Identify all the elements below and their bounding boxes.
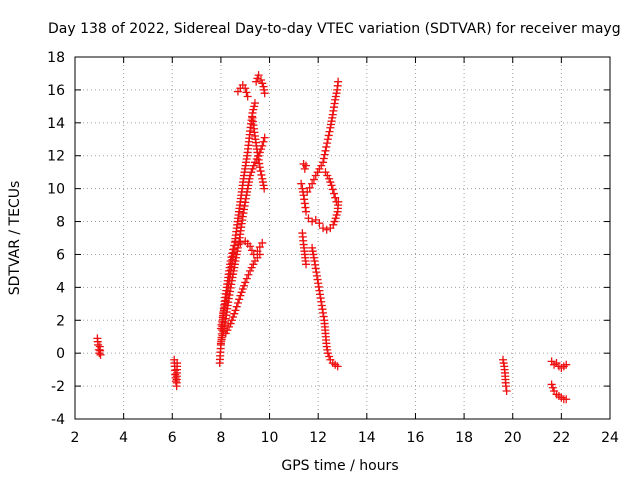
x-tick-label: 20 — [504, 430, 522, 446]
data-point — [319, 224, 328, 233]
data-point — [322, 225, 331, 234]
data-point — [173, 359, 182, 368]
chart-title: Day 138 of 2022, Sidereal Day-to-day VTE… — [48, 21, 621, 37]
data-point — [333, 362, 342, 371]
x-tick-label: 22 — [552, 430, 570, 446]
data-point — [255, 250, 264, 259]
data-point — [242, 274, 251, 283]
y-tick-label: -4 — [51, 412, 65, 428]
data-point — [302, 207, 311, 216]
data-point — [254, 71, 263, 80]
data-point — [502, 387, 511, 396]
y-tick-label: 16 — [47, 83, 65, 99]
data-point — [94, 340, 103, 349]
data-points — [93, 71, 571, 404]
y-tick-label: 6 — [56, 247, 65, 263]
data-point — [302, 161, 311, 170]
data-point — [297, 179, 306, 188]
data-point — [334, 77, 343, 86]
data-point — [328, 185, 337, 194]
data-point — [255, 163, 264, 172]
data-point — [324, 131, 333, 140]
data-point — [255, 243, 264, 252]
x-tick-label: 4 — [119, 430, 128, 446]
x-tick-label: 24 — [601, 430, 619, 446]
x-tick-label: 16 — [407, 430, 425, 446]
data-point — [260, 89, 269, 98]
data-point — [319, 158, 328, 167]
data-point — [259, 137, 268, 146]
data-point — [305, 183, 314, 192]
data-point — [260, 184, 269, 193]
data-point — [236, 238, 245, 247]
data-point — [321, 146, 330, 155]
data-point — [232, 302, 241, 311]
y-axis-label: SDTVAR / TECUs — [7, 181, 23, 296]
data-point — [260, 133, 269, 142]
data-point — [244, 270, 253, 279]
y-tick-label: 14 — [47, 116, 65, 132]
data-point — [308, 179, 317, 188]
data-point — [242, 88, 251, 97]
data-point — [331, 193, 340, 202]
y-tick-label: 18 — [47, 50, 65, 66]
data-point — [241, 278, 250, 287]
data-point — [250, 99, 259, 108]
x-tick-label: 18 — [455, 430, 473, 446]
data-point — [302, 260, 311, 269]
x-tick-label: 2 — [71, 430, 80, 446]
data-point — [562, 395, 571, 404]
data-point — [562, 360, 571, 369]
data-point — [323, 139, 332, 148]
data-point — [257, 170, 266, 179]
y-tick-label: 2 — [56, 313, 65, 329]
data-point — [233, 298, 242, 307]
x-tick-label: 10 — [261, 430, 279, 446]
x-tick-label: 14 — [358, 430, 376, 446]
data-point — [231, 306, 240, 315]
data-point — [258, 141, 267, 150]
data-point — [308, 217, 317, 226]
data-point — [246, 242, 255, 251]
y-tick-label: 0 — [56, 346, 65, 362]
y-tick-label: 12 — [47, 149, 65, 165]
data-point — [332, 197, 341, 206]
x-tick-label: 8 — [216, 430, 225, 446]
data-point — [217, 335, 226, 344]
data-point — [323, 135, 332, 144]
data-point — [315, 219, 324, 228]
data-point — [247, 246, 256, 255]
x-axis-label: GPS time / hours — [281, 458, 398, 474]
y-tick-label: 8 — [56, 215, 65, 231]
data-point — [171, 377, 180, 386]
x-tick-label: 6 — [168, 430, 177, 446]
data-point — [309, 175, 318, 184]
data-point — [258, 238, 267, 247]
data-point — [329, 189, 338, 198]
data-point — [327, 181, 336, 190]
data-point — [241, 84, 250, 93]
data-point — [243, 92, 252, 101]
data-point — [256, 167, 265, 176]
data-point — [501, 382, 510, 391]
data-point — [303, 187, 312, 196]
plot-frame — [74, 56, 611, 420]
data-point — [322, 142, 331, 151]
data-point — [216, 339, 225, 348]
x-tick-label: 12 — [309, 430, 327, 446]
data-point — [96, 350, 105, 359]
y-tick-label: 4 — [56, 280, 65, 296]
data-point — [235, 295, 244, 304]
y-tick-label: -2 — [51, 379, 65, 395]
y-tick-label: 10 — [47, 182, 65, 198]
data-point — [320, 150, 329, 159]
grid-lines — [75, 57, 610, 419]
data-point — [319, 154, 328, 163]
data-point — [325, 127, 334, 136]
